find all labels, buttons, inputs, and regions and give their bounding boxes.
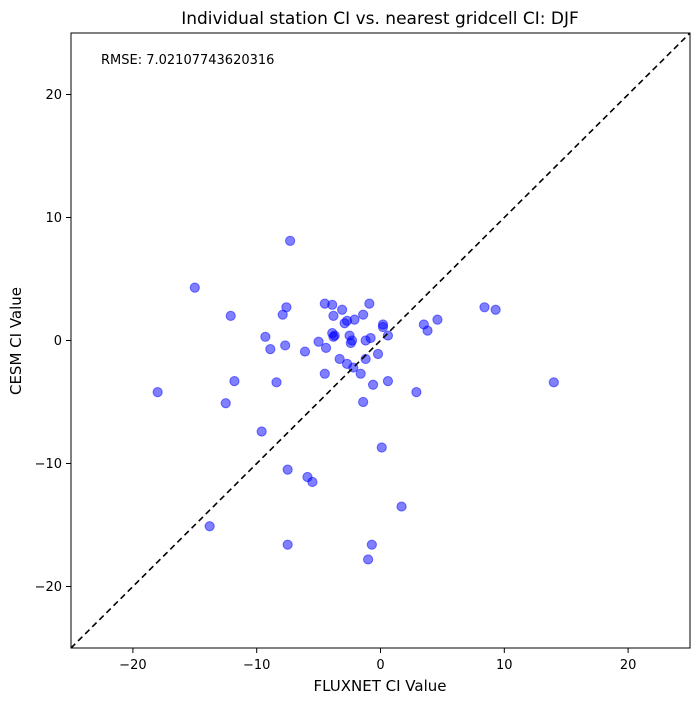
data-point bbox=[376, 442, 387, 453]
data-point bbox=[256, 426, 267, 437]
x-tick-label: 20 bbox=[620, 658, 637, 673]
data-point bbox=[490, 304, 501, 315]
data-point bbox=[346, 335, 358, 346]
data-point bbox=[396, 501, 407, 512]
data-point bbox=[229, 375, 240, 387]
data-point bbox=[319, 368, 330, 379]
x-tick-label: −10 bbox=[243, 658, 270, 673]
data-point bbox=[372, 348, 384, 360]
x-tick-label: −20 bbox=[119, 658, 146, 673]
data-point bbox=[548, 377, 559, 388]
data-point bbox=[364, 298, 375, 309]
y-axis-label: CESM CI Value bbox=[7, 287, 25, 395]
data-point bbox=[307, 476, 318, 488]
y-axis-ticks: −20 −10 0 10 20 bbox=[35, 88, 71, 595]
rmse-annotation: RMSE: 7.02107743620316 bbox=[101, 53, 274, 68]
data-point bbox=[422, 325, 433, 336]
y-tick-label: 20 bbox=[45, 88, 62, 103]
data-point bbox=[327, 299, 338, 310]
identity-reference-line bbox=[70, 32, 691, 649]
chart-title: Individual station CI vs. nearest gridce… bbox=[181, 9, 579, 29]
data-point bbox=[329, 330, 340, 341]
data-point bbox=[220, 398, 231, 409]
x-tick-label: 10 bbox=[496, 658, 513, 673]
data-point bbox=[328, 310, 339, 321]
data-point bbox=[358, 396, 369, 408]
data-point bbox=[189, 282, 200, 293]
points-layer bbox=[152, 235, 559, 565]
data-point bbox=[299, 346, 311, 357]
x-axis-ticks: −20 −10 0 10 20 bbox=[119, 648, 636, 673]
x-tick-label: 0 bbox=[376, 658, 384, 673]
data-point bbox=[367, 379, 379, 390]
data-point bbox=[355, 368, 366, 379]
data-point bbox=[479, 302, 490, 313]
data-point bbox=[358, 309, 369, 320]
data-point bbox=[225, 310, 236, 321]
data-point bbox=[432, 314, 443, 325]
plot-area bbox=[70, 32, 691, 649]
data-point bbox=[260, 331, 271, 342]
data-point bbox=[204, 521, 215, 532]
y-tick-label: 0 bbox=[54, 334, 62, 349]
data-point bbox=[334, 353, 345, 365]
data-point bbox=[281, 302, 292, 313]
data-point bbox=[349, 314, 360, 325]
data-point bbox=[280, 340, 291, 351]
x-axis-label: FLUXNET CI Value bbox=[314, 677, 447, 695]
data-point bbox=[265, 344, 276, 355]
y-tick-label: 10 bbox=[45, 211, 62, 226]
data-point bbox=[365, 332, 376, 344]
y-tick-label: −20 bbox=[35, 580, 62, 595]
data-point bbox=[152, 387, 163, 398]
data-point bbox=[320, 342, 332, 353]
data-point bbox=[363, 554, 374, 565]
data-point bbox=[366, 539, 377, 550]
data-point bbox=[285, 235, 296, 246]
data-point bbox=[282, 464, 293, 475]
data-point bbox=[282, 539, 293, 550]
data-point bbox=[382, 375, 394, 387]
data-point bbox=[313, 336, 324, 347]
y-tick-label: −10 bbox=[35, 457, 62, 472]
data-point bbox=[337, 304, 348, 315]
data-point bbox=[377, 319, 389, 330]
data-point bbox=[382, 330, 394, 341]
data-point bbox=[411, 387, 422, 398]
data-point bbox=[271, 377, 282, 388]
